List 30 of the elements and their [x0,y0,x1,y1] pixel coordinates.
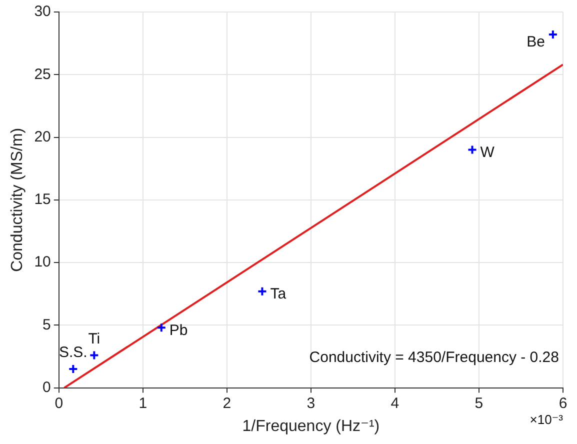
x-axis-title: 1/Frequency (Hz⁻¹) [242,418,380,435]
annotation: W [480,144,496,161]
y-tick-label: 5 [42,316,51,334]
y-axis-title: Conductivity (MS/m) [9,128,26,272]
y-tick-label: 10 [34,254,51,271]
point [68,364,78,374]
y-tick-label: 25 [34,66,51,83]
x-tick-label: 0 [54,394,64,412]
x-tick-label: 5 [474,394,484,412]
annotation: S.S. [58,344,88,362]
point [467,144,478,155]
point [156,322,166,333]
annotation: Conductivity = 4350/Frequency - 0.28 [309,348,559,366]
point [89,350,100,360]
y-tick-label: 30 [34,3,51,20]
x-tick-label: 2 [222,394,232,412]
text: ×10⁻³ [530,412,564,427]
point [548,30,558,40]
annotation: Ta [270,285,287,302]
annotation: Pb [169,322,188,339]
x-tick-label: 1 [138,394,148,412]
y-tick-label: 20 [34,128,51,146]
point [257,286,268,296]
y-tick-label: 0 [42,378,51,396]
y-tick-label: 15 [34,191,51,208]
x-tick-label: 3 [306,394,316,412]
x-tick-label: 4 [390,394,400,412]
x-tick-label: 6 [558,394,568,412]
annotation: Be [526,34,545,51]
annotation: Ti [88,330,100,348]
